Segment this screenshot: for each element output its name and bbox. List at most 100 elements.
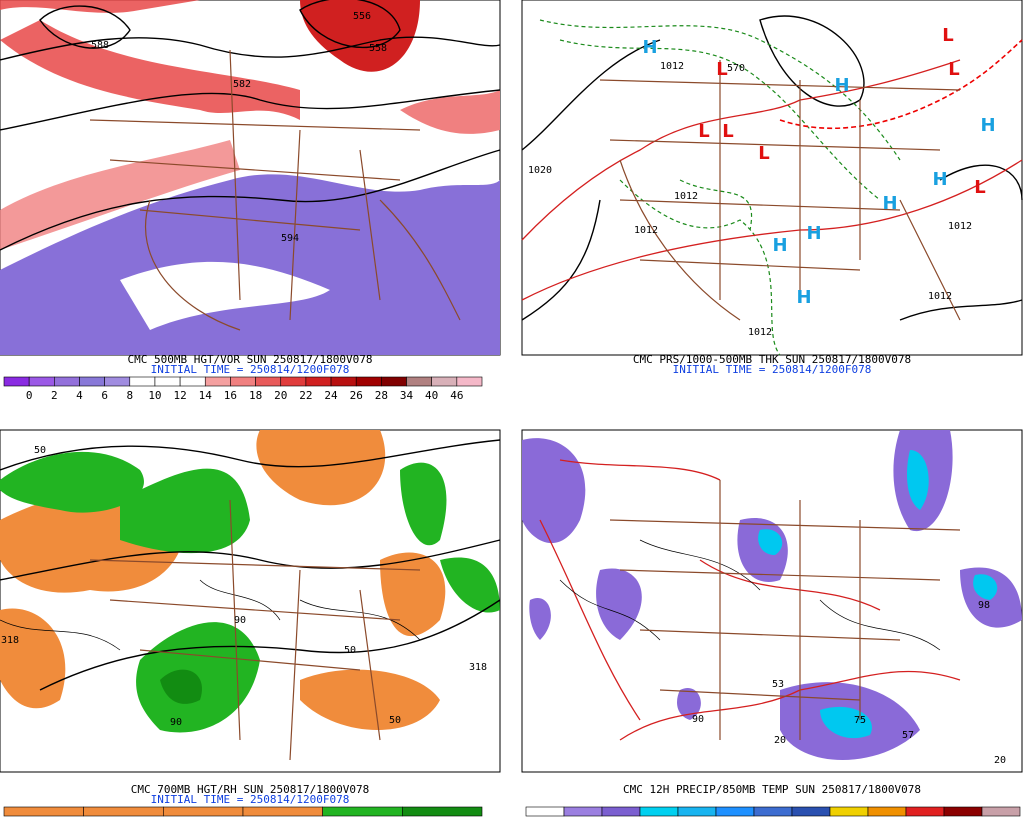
contour-label: 318 (469, 662, 487, 673)
pressure-center: L (948, 59, 959, 80)
colorbar-swatch (280, 376, 307, 387)
colorbar-swatch (981, 806, 1021, 817)
colorbar-swatch (3, 376, 30, 387)
contour-label: 90 (692, 714, 704, 725)
contour-label: 582 (233, 79, 251, 90)
colorbar-swatch (677, 806, 717, 817)
colorbar-label: 20 (274, 389, 287, 402)
contour-label: 1012 (948, 221, 972, 232)
pressure-center: L (758, 143, 769, 164)
colorbar-swatch (381, 376, 407, 387)
contour-label: 50 (389, 715, 401, 726)
colorbar-swatch (204, 376, 231, 387)
contour-label: 588 (91, 40, 109, 51)
colorbar-label: 34 (400, 389, 414, 402)
colorbar-swatch (402, 806, 483, 817)
contour-label: 558 (369, 43, 387, 54)
colorbar-label: 8 (126, 389, 133, 402)
colorbar-swatch (255, 376, 282, 387)
contour-label: 318 (1, 635, 19, 646)
map-precip (521, 429, 1023, 773)
colorbar-label: 24 (324, 389, 338, 402)
caption: CMC 500MB HGT/VOR SUN 250817/1800V078 (127, 353, 372, 366)
colorbar-swatch (154, 376, 181, 387)
pressure-center: H (980, 115, 995, 136)
pressure-center: H (772, 235, 787, 256)
pressure-center: L (942, 25, 953, 46)
pressure-center: H (882, 193, 897, 214)
pressure-center: L (716, 59, 727, 80)
colorbar-label: 40 (425, 389, 438, 402)
colorbar-swatch (355, 376, 382, 387)
colorbar-swatch (322, 806, 403, 817)
initial-time: INITIAL TIME = 250814/1200F078 (151, 793, 350, 806)
colorbar-swatch (791, 806, 831, 817)
contour-label: 50 (34, 445, 46, 456)
contour-label: 1012 (660, 61, 684, 72)
contour-label: 20 (774, 735, 786, 746)
colorbar-swatch (943, 806, 983, 817)
map-thickness (521, 0, 1023, 356)
contour-label: 1020 (528, 165, 552, 176)
contour-label: 594 (281, 233, 299, 244)
contour-label: 98 (978, 600, 990, 611)
colorbar-swatch (3, 806, 84, 817)
colorbar-swatch (525, 806, 565, 817)
contour-label: 75 (854, 715, 866, 726)
contour-label: 1012 (674, 191, 698, 202)
contour-label: 556 (353, 11, 371, 22)
pressure-center: L (722, 121, 733, 142)
contour-label: 53 (772, 679, 784, 690)
colorbar-swatch (305, 376, 332, 387)
contour-label: 1012 (748, 327, 772, 338)
contour-label: 90 (170, 717, 182, 728)
pressure-center: L (698, 121, 709, 142)
colorbar-swatch (867, 806, 907, 817)
colorbar-swatch (230, 376, 256, 387)
colorbar-swatch (83, 806, 164, 817)
colorbar-swatch (129, 376, 156, 387)
colorbar-label: 4 (76, 389, 83, 402)
initial-time: INITIAL TIME = 250814/1200F078 (673, 363, 872, 376)
colorbar-swatch (163, 806, 244, 817)
colorbar-label: 10 (148, 389, 161, 402)
pressure-center: H (796, 287, 811, 308)
colorbar-swatch (563, 806, 603, 817)
pressure-center: H (642, 37, 657, 58)
colorbar-label: 18 (249, 389, 262, 402)
contour-label: 1012 (928, 291, 952, 302)
colorbar-swatch (179, 376, 206, 387)
colorbar-swatch (54, 376, 80, 387)
colorbar-swatch (104, 376, 131, 387)
colorbar-swatch (242, 806, 323, 817)
contour-label: 20 (994, 755, 1006, 766)
colorbar-swatch (753, 806, 793, 817)
colorbar-swatch (28, 376, 55, 387)
contour-label: 1012 (634, 225, 658, 236)
caption: CMC PRS/1000-500MB THK SUN 250817/1800V0… (633, 353, 911, 366)
map-500mb (0, 0, 501, 356)
contour-label: 570 (727, 63, 745, 74)
colorbar-label: 28 (375, 389, 388, 402)
colorbar-swatch (456, 376, 483, 387)
caption: CMC 12H PRECIP/850MB TEMP SUN 250817/180… (623, 783, 921, 796)
colorbar-label: 26 (350, 389, 363, 402)
pressure-center: H (806, 223, 821, 244)
colorbar-swatch (639, 806, 679, 817)
colorbar-label: 6 (101, 389, 108, 402)
colorbar-swatch (431, 376, 458, 387)
colorbar-swatch (715, 806, 755, 817)
colorbar-label: 0 (26, 389, 33, 402)
map-700mb (0, 429, 501, 773)
pressure-center: H (932, 169, 947, 190)
colorbar-swatch (829, 806, 869, 817)
contour-label: 90 (234, 615, 246, 626)
colorbar-swatch (406, 376, 432, 387)
pressure-center: L (974, 177, 985, 198)
initial-time: INITIAL TIME = 250814/1200F078 (151, 363, 350, 376)
colorbar-label: 22 (299, 389, 312, 402)
colorbar-label: 16 (224, 389, 237, 402)
colorbar-label: 46 (450, 389, 463, 402)
caption: CMC 700MB HGT/RH SUN 250817/1800V078 (131, 783, 369, 796)
